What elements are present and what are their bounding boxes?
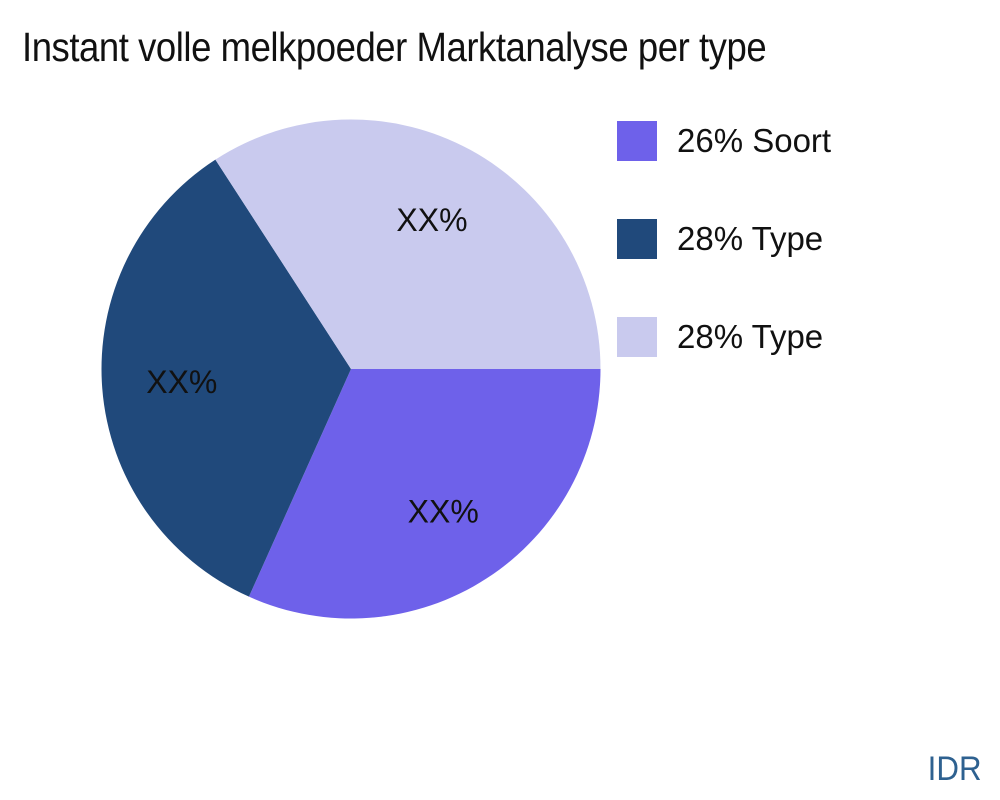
legend-label: 28% Type bbox=[677, 220, 824, 257]
legend-label: 26% Soort bbox=[677, 122, 832, 159]
legend-swatch bbox=[617, 219, 657, 259]
slice-percent-label: XX% bbox=[146, 364, 217, 400]
legend-item: 28% Type bbox=[617, 317, 831, 357]
pie-slice bbox=[101, 159, 351, 597]
slice-percent-label: XX% bbox=[408, 493, 479, 529]
pie-chart: XX% XX% XX% bbox=[101, 119, 601, 619]
currency-watermark: IDR bbox=[928, 750, 982, 788]
legend-swatch bbox=[617, 317, 657, 357]
legend-label: 28% Type bbox=[677, 318, 824, 355]
legend-item: 26% Soort bbox=[617, 121, 831, 161]
legend-item: 28% Type bbox=[617, 219, 831, 259]
legend-swatch bbox=[617, 121, 657, 161]
pie-slice bbox=[248, 369, 601, 619]
chart-title: Instant volle melkpoeder Marktanalyse pe… bbox=[22, 24, 767, 70]
slice-percent-label: XX% bbox=[396, 202, 467, 238]
pie-slice bbox=[215, 119, 601, 369]
legend: 26% Soort 28% Type 28% Type bbox=[617, 121, 831, 415]
